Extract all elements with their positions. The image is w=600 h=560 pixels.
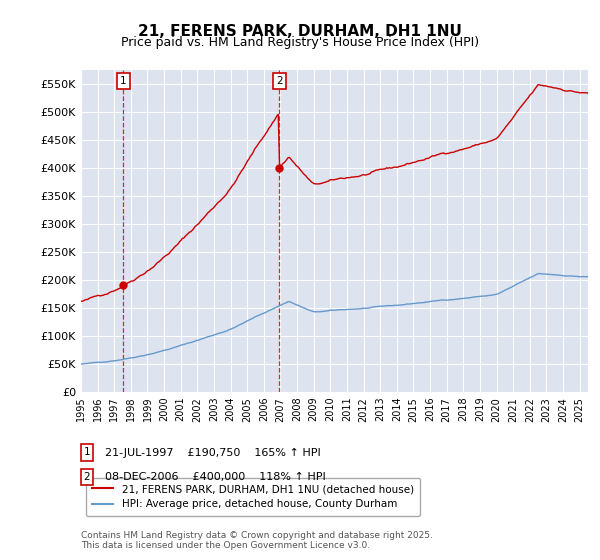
Text: 2: 2 <box>83 472 91 482</box>
Text: Price paid vs. HM Land Registry's House Price Index (HPI): Price paid vs. HM Land Registry's House … <box>121 36 479 49</box>
Text: 1: 1 <box>120 76 127 86</box>
Text: Contains HM Land Registry data © Crown copyright and database right 2025.
This d: Contains HM Land Registry data © Crown c… <box>81 531 433 550</box>
Text: 08-DEC-2006    £400,000    118% ↑ HPI: 08-DEC-2006 £400,000 118% ↑ HPI <box>105 472 326 482</box>
Text: 21, FERENS PARK, DURHAM, DH1 1NU: 21, FERENS PARK, DURHAM, DH1 1NU <box>138 24 462 39</box>
Text: 2: 2 <box>276 76 283 86</box>
Text: 1: 1 <box>83 447 91 458</box>
Legend: 21, FERENS PARK, DURHAM, DH1 1NU (detached house), HPI: Average price, detached : 21, FERENS PARK, DURHAM, DH1 1NU (detach… <box>86 478 420 516</box>
Text: 21-JUL-1997    £190,750    165% ↑ HPI: 21-JUL-1997 £190,750 165% ↑ HPI <box>105 447 321 458</box>
